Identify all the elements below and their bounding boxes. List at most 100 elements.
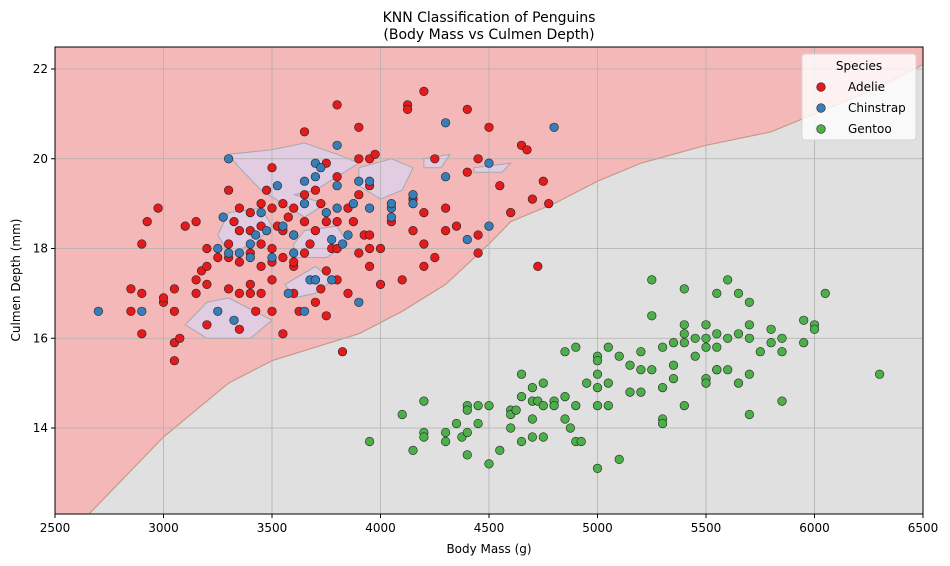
point-adelie <box>256 288 266 299</box>
point-gentoo <box>576 436 586 447</box>
point-chinstrap <box>462 234 472 245</box>
point-adelie <box>365 261 375 272</box>
x-tick-label: 5500 <box>691 521 722 535</box>
legend-marker-adelie <box>816 82 826 92</box>
point-gentoo <box>777 347 787 357</box>
point-gentoo <box>744 369 755 379</box>
x-axis-ticks: 2500 3000 3500 4000 4500 5000 5500 6000 6500 <box>40 514 938 535</box>
point-gentoo <box>592 401 603 411</box>
point-chinstrap <box>310 172 321 182</box>
point-adelie <box>310 297 321 307</box>
point-adelie <box>522 145 532 155</box>
point-gentoo <box>701 342 711 352</box>
point-adelie <box>375 243 386 254</box>
x-tick-label: 2500 <box>40 521 71 535</box>
point-adelie <box>169 356 179 366</box>
point-adelie <box>137 288 147 299</box>
point-adelie <box>430 154 440 164</box>
point-gentoo <box>419 396 429 406</box>
point-adelie <box>343 288 353 299</box>
point-gentoo <box>636 365 646 375</box>
point-gentoo <box>777 396 787 406</box>
point-adelie <box>354 122 364 132</box>
point-adelie <box>299 217 310 227</box>
point-gentoo <box>462 450 472 460</box>
point-adelie <box>354 248 364 258</box>
point-gentoo <box>733 329 744 339</box>
point-chinstrap <box>343 230 353 240</box>
point-adelie <box>202 279 212 290</box>
point-gentoo <box>777 333 787 343</box>
x-tick-label: 4500 <box>474 521 505 535</box>
point-gentoo <box>712 365 722 375</box>
point-chinstrap <box>251 230 261 240</box>
legend-marker-chinstrap <box>816 103 826 113</box>
point-gentoo <box>462 427 472 438</box>
point-gentoo <box>484 401 494 411</box>
point-gentoo <box>397 409 407 420</box>
point-gentoo <box>874 369 885 379</box>
point-adelie <box>202 261 212 272</box>
point-adelie <box>234 324 244 334</box>
point-adelie <box>397 275 407 285</box>
data-points <box>93 86 885 474</box>
point-chinstrap <box>213 306 223 316</box>
y-tick-label: 20 <box>33 152 48 166</box>
legend-label-adelie: Adelie <box>848 80 885 94</box>
point-chinstrap <box>289 248 299 258</box>
decision-boundary <box>89 63 923 514</box>
point-gentoo <box>592 463 603 474</box>
point-adelie <box>321 266 331 276</box>
point-adelie <box>370 149 380 159</box>
point-gentoo <box>527 383 538 393</box>
point-gentoo <box>408 445 418 456</box>
point-chinstrap <box>299 306 310 316</box>
point-adelie <box>544 199 554 209</box>
point-gentoo <box>636 387 646 397</box>
region-gentoo <box>84 64 923 514</box>
point-chinstrap <box>299 176 310 186</box>
point-gentoo <box>365 436 375 447</box>
point-gentoo <box>441 436 451 447</box>
point-adelie <box>419 261 429 272</box>
point-adelie <box>354 190 364 200</box>
point-gentoo <box>560 414 570 424</box>
point-adelie <box>224 239 234 249</box>
point-gentoo <box>527 432 538 442</box>
point-gentoo <box>799 315 809 325</box>
point-adelie <box>289 203 299 213</box>
point-chinstrap <box>484 158 494 168</box>
point-chinstrap <box>213 243 223 254</box>
point-chinstrap <box>408 199 418 209</box>
point-chinstrap <box>354 176 364 186</box>
chart-title-line2: (Body Mass vs Culmen Depth) <box>383 27 594 43</box>
point-adelie <box>126 306 136 316</box>
point-adelie <box>278 252 288 263</box>
point-chinstrap <box>316 163 326 173</box>
y-axis-ticks: 14 16 18 20 22 <box>33 62 55 435</box>
y-tick-label: 14 <box>33 421 48 435</box>
point-gentoo <box>582 378 592 388</box>
point-gentoo <box>701 320 711 330</box>
point-chinstrap <box>337 239 348 249</box>
point-adelie <box>473 154 483 164</box>
point-chinstrap <box>256 208 266 218</box>
point-gentoo <box>473 418 483 429</box>
point-gentoo <box>441 427 451 438</box>
point-chinstrap <box>137 306 147 316</box>
point-gentoo <box>516 369 527 379</box>
point-gentoo <box>614 351 624 361</box>
y-axis-label: Culmen Depth (mm) <box>9 219 23 342</box>
legend-marker-gentoo <box>816 124 826 134</box>
point-chinstrap <box>262 226 272 236</box>
point-chinstrap <box>549 122 559 132</box>
point-gentoo <box>744 409 755 420</box>
y-tick-label: 16 <box>33 331 48 345</box>
point-adelie <box>348 217 359 227</box>
point-gentoo <box>647 311 657 321</box>
point-adelie <box>419 208 429 218</box>
point-chinstrap <box>386 199 397 209</box>
point-adelie <box>256 261 266 272</box>
point-adelie <box>289 257 299 267</box>
